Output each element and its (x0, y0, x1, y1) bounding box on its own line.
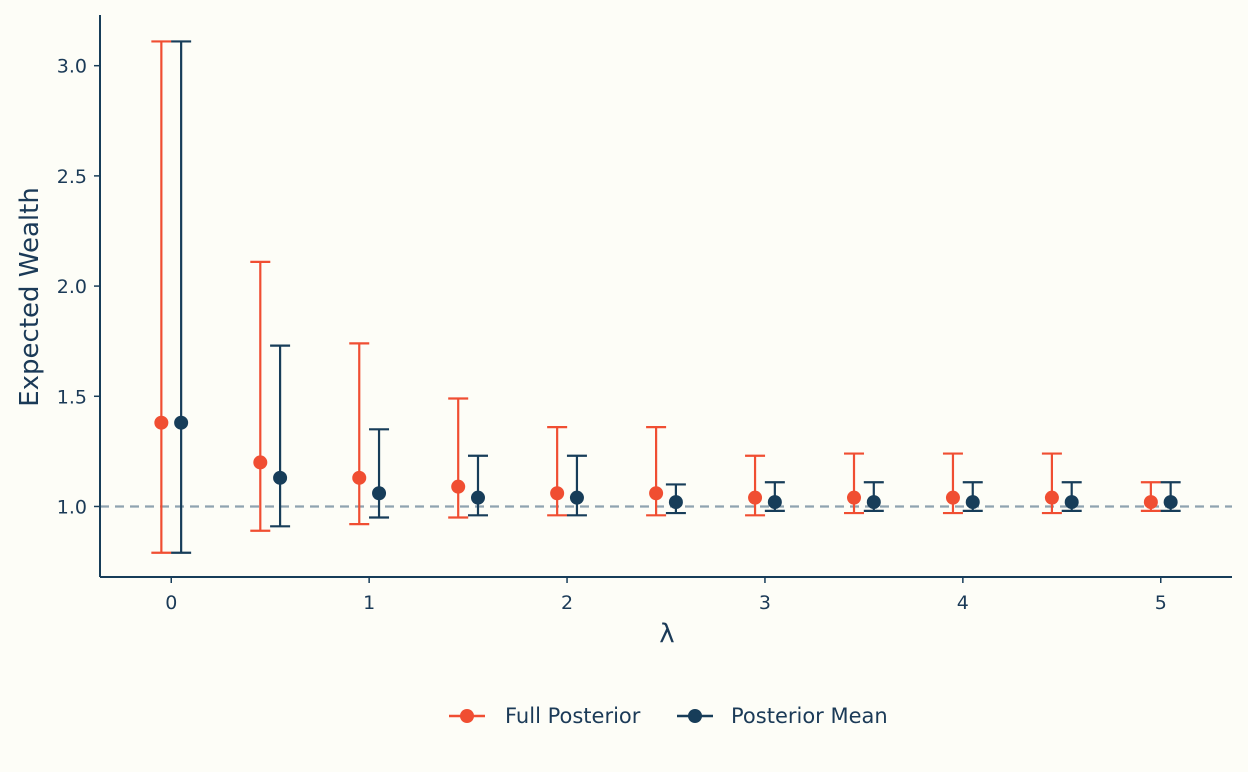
y-tick-label: 2.5 (57, 166, 87, 188)
x-tick-label: 0 (165, 592, 177, 614)
data-point (1163, 495, 1178, 510)
x-tick-label: 4 (957, 592, 969, 614)
y-tick-label: 1.5 (57, 386, 87, 408)
x-tick-label: 5 (1155, 592, 1167, 614)
data-point (372, 486, 387, 501)
data-point (767, 495, 782, 510)
legend-swatch-marker (688, 709, 702, 723)
plot-area (100, 40, 1232, 554)
y-axis-title: Expected Wealth (15, 187, 45, 407)
y-tick-label: 2.0 (57, 276, 87, 298)
data-point (965, 495, 980, 510)
legend-swatch-marker (460, 709, 474, 723)
data-point (1143, 495, 1158, 510)
x-axis-title: λ (659, 619, 674, 649)
x-tick-label: 2 (561, 592, 573, 614)
data-point (174, 415, 189, 430)
data-point (550, 486, 565, 501)
data-point (649, 486, 664, 501)
data-point (253, 455, 268, 470)
legend: Full Posterior Posterior Mean (449, 704, 888, 728)
x-tick-label: 1 (363, 592, 375, 614)
data-point (945, 490, 960, 505)
y-tick-label: 1.0 (57, 496, 87, 518)
data-point (451, 479, 466, 494)
axes: 0 1 2 3 4 5 1.0 1.5 2.0 2.5 3.0 (57, 15, 1232, 614)
data-point (1064, 495, 1079, 510)
data-point (273, 470, 288, 485)
data-point (352, 470, 367, 485)
data-point (748, 490, 763, 505)
data-point (470, 490, 485, 505)
data-point (866, 495, 881, 510)
data-point (154, 415, 169, 430)
data-point (1044, 490, 1059, 505)
y-tick-label: 3.0 (57, 56, 87, 78)
legend-label: Full Posterior (505, 704, 641, 728)
legend-label: Posterior Mean (731, 704, 888, 728)
data-point (668, 495, 683, 510)
data-point (847, 490, 862, 505)
x-tick-label: 3 (759, 592, 771, 614)
data-point (569, 490, 584, 505)
